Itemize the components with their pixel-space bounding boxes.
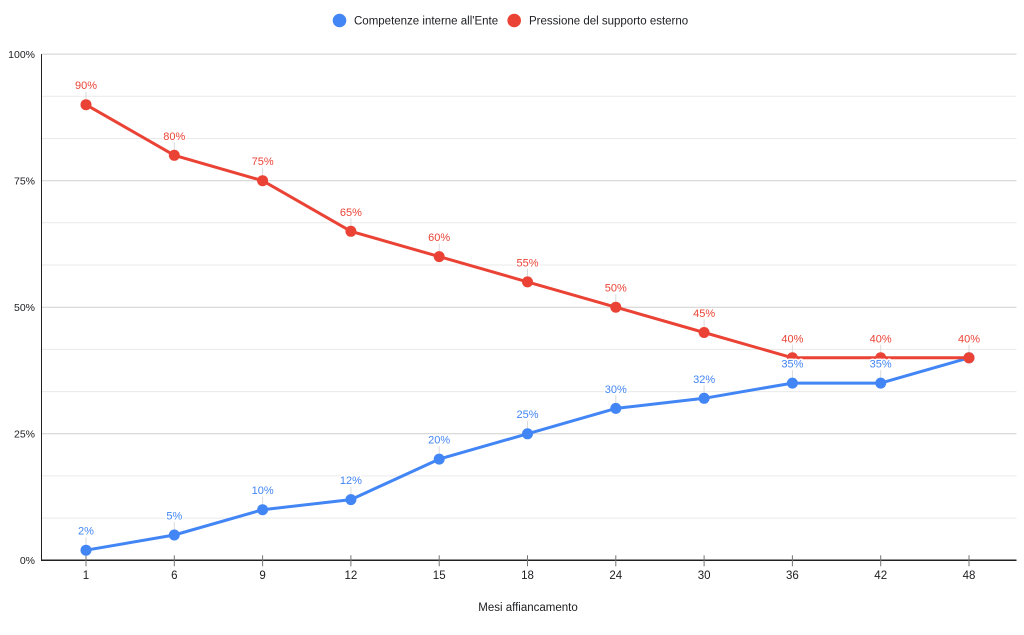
svg-text:80%: 80% — [163, 131, 185, 143]
svg-text:2%: 2% — [78, 526, 94, 538]
svg-text:55%: 55% — [516, 257, 538, 269]
svg-text:12%: 12% — [340, 475, 362, 487]
svg-text:50%: 50% — [605, 283, 627, 295]
svg-text:24: 24 — [609, 570, 622, 582]
svg-text:40%: 40% — [870, 333, 892, 345]
svg-text:15: 15 — [433, 570, 446, 582]
svg-text:50%: 50% — [14, 302, 35, 314]
svg-text:36: 36 — [786, 570, 799, 582]
svg-text:100%: 100% — [8, 49, 35, 61]
svg-text:42: 42 — [874, 570, 887, 582]
svg-text:60%: 60% — [428, 232, 450, 244]
svg-text:9: 9 — [259, 570, 265, 582]
svg-text:Pressione del supporto esterno: Pressione del supporto esterno — [529, 16, 688, 28]
svg-text:75%: 75% — [14, 176, 35, 188]
svg-text:20%: 20% — [428, 435, 450, 447]
svg-text:35%: 35% — [781, 359, 803, 371]
svg-text:18: 18 — [521, 570, 534, 582]
svg-text:35%: 35% — [870, 359, 892, 371]
svg-text:Mesi affiancamento: Mesi affiancamento — [478, 602, 578, 614]
svg-text:6: 6 — [171, 570, 177, 582]
svg-text:0%: 0% — [20, 555, 35, 567]
svg-text:10%: 10% — [252, 485, 274, 497]
svg-text:1: 1 — [83, 570, 89, 582]
svg-text:40%: 40% — [958, 333, 980, 345]
svg-text:30%: 30% — [605, 384, 627, 396]
svg-text:75%: 75% — [252, 156, 274, 168]
svg-text:40%: 40% — [781, 333, 803, 345]
svg-text:Competenze interne all'Ente: Competenze interne all'Ente — [354, 16, 498, 28]
svg-text:65%: 65% — [340, 207, 362, 219]
svg-text:30: 30 — [698, 570, 711, 582]
svg-text:12: 12 — [345, 570, 358, 582]
svg-text:25%: 25% — [516, 409, 538, 421]
svg-text:48: 48 — [963, 570, 976, 582]
svg-text:32%: 32% — [693, 374, 715, 386]
svg-text:25%: 25% — [14, 429, 35, 441]
svg-text:45%: 45% — [693, 308, 715, 320]
svg-text:90%: 90% — [75, 80, 97, 92]
svg-text:5%: 5% — [166, 511, 182, 523]
